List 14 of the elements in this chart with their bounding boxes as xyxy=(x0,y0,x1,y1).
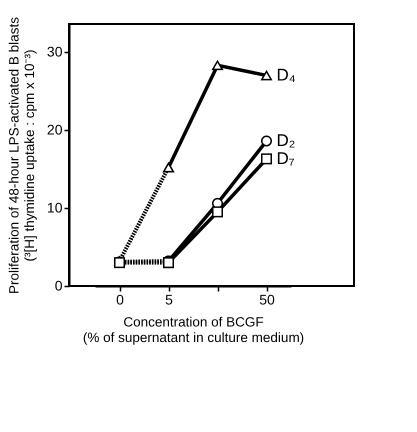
series-label: D₄ xyxy=(276,65,296,84)
y-tick-label: 20 xyxy=(46,122,63,138)
text: Proliferation of 48-hour LPS-activated B blasts xyxy=(6,17,22,294)
text: Concentration of BCGF xyxy=(123,314,264,330)
x-tick-label: 0 xyxy=(116,292,124,308)
y-tick-label: 10 xyxy=(46,200,63,216)
series-label: D₂ xyxy=(276,130,296,150)
x-tick-label: 50 xyxy=(259,292,275,308)
x-tick-label: 5 xyxy=(165,292,174,308)
y-tick-label: 0 xyxy=(54,278,63,294)
text: (% of supernatant in culture medium) xyxy=(82,330,304,345)
text: (³[H] thymidine uptake : cpm x 10⁻³) xyxy=(22,49,37,262)
y-tick-label: 30 xyxy=(46,44,63,60)
series-label: D₇ xyxy=(276,148,295,168)
